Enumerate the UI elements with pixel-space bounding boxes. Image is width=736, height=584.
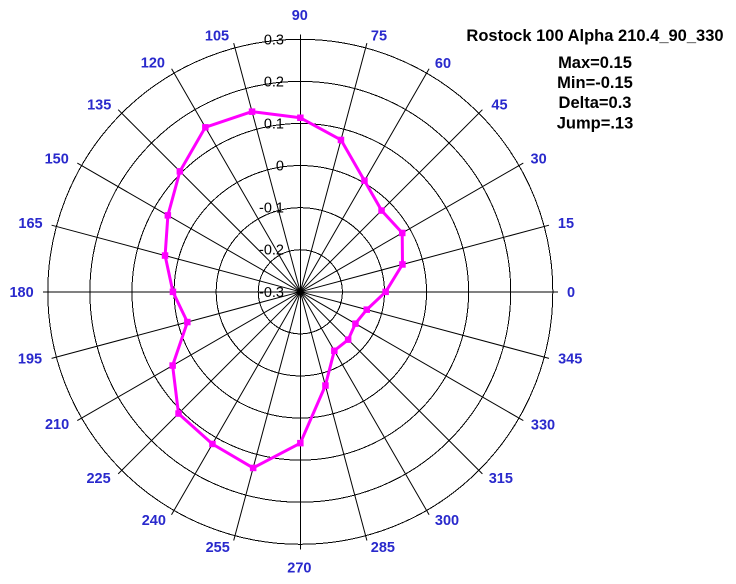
svg-text:255: 255 xyxy=(206,540,230,556)
svg-text:270: 270 xyxy=(287,561,311,577)
svg-text:-0.2: -0.2 xyxy=(259,243,284,259)
svg-text:0.2: 0.2 xyxy=(264,74,284,90)
svg-text:150: 150 xyxy=(45,152,69,168)
svg-text:315: 315 xyxy=(489,471,513,487)
svg-text:0.3: 0.3 xyxy=(264,32,284,48)
svg-text:-0.3: -0.3 xyxy=(259,285,284,301)
svg-text:240: 240 xyxy=(142,513,166,529)
svg-text:330: 330 xyxy=(531,417,555,433)
svg-text:60: 60 xyxy=(435,56,451,72)
svg-text:Jump=.13: Jump=.13 xyxy=(557,115,634,133)
svg-text:Delta=0.3: Delta=0.3 xyxy=(559,94,632,112)
svg-text:90: 90 xyxy=(292,8,308,24)
svg-text:0: 0 xyxy=(276,159,284,175)
svg-text:Min=-0.15: Min=-0.15 xyxy=(557,74,633,92)
svg-text:45: 45 xyxy=(491,98,507,114)
svg-text:225: 225 xyxy=(86,471,110,487)
svg-text:30: 30 xyxy=(531,152,547,168)
svg-text:-0.1: -0.1 xyxy=(259,201,284,217)
svg-text:0: 0 xyxy=(567,285,575,301)
svg-text:15: 15 xyxy=(558,216,574,232)
svg-text:Rostock 100 Alpha 210.4_90_330: Rostock 100 Alpha 210.4_90_330 xyxy=(466,27,723,45)
svg-text:345: 345 xyxy=(558,352,582,368)
svg-text:195: 195 xyxy=(18,352,42,368)
svg-text:105: 105 xyxy=(205,29,229,45)
svg-text:165: 165 xyxy=(18,216,42,232)
svg-text:210: 210 xyxy=(45,417,69,433)
svg-text:Max=0.15: Max=0.15 xyxy=(558,54,632,72)
svg-text:0.1: 0.1 xyxy=(264,117,284,133)
svg-text:120: 120 xyxy=(141,56,165,72)
svg-text:285: 285 xyxy=(371,540,395,556)
svg-text:180: 180 xyxy=(9,285,33,301)
svg-text:135: 135 xyxy=(87,98,111,114)
svg-text:75: 75 xyxy=(371,29,387,45)
svg-text:300: 300 xyxy=(435,513,459,529)
